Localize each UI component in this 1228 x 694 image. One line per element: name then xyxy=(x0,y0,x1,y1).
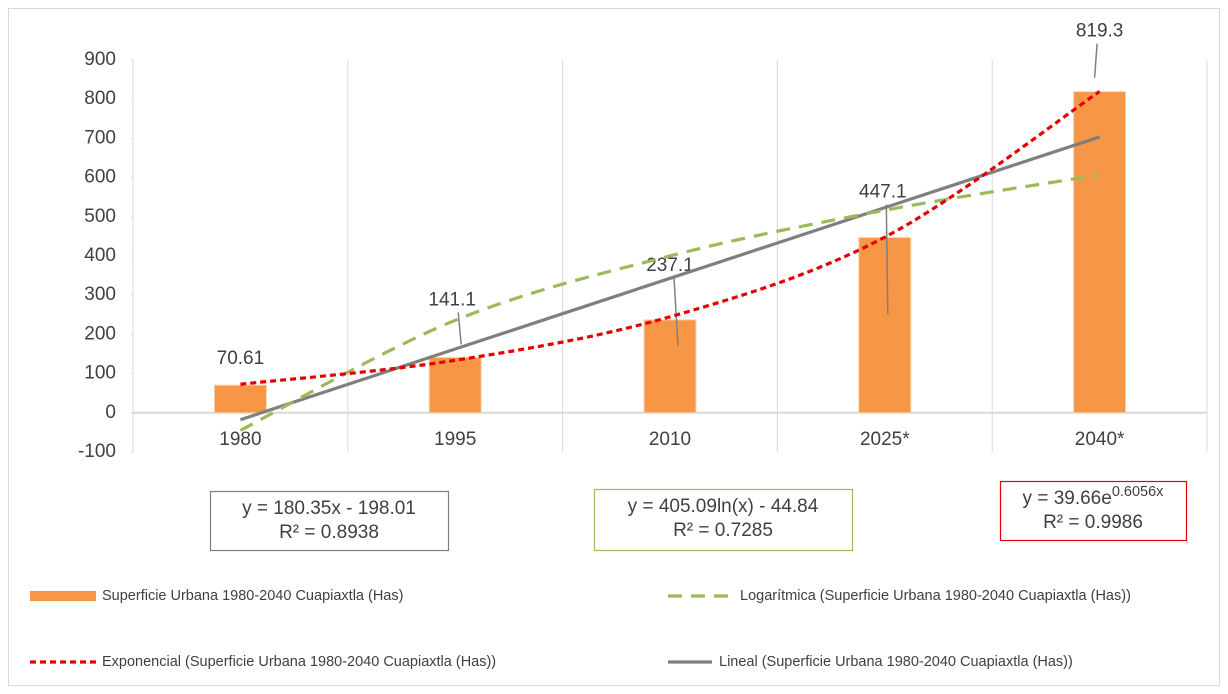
x-tick-label: 1995 xyxy=(434,429,476,450)
leader-line xyxy=(673,277,679,346)
legend-label: Logarítmica (Superficie Urbana 1980-2040… xyxy=(740,588,1131,604)
equation-text: y = 180.35x - 198.01 xyxy=(242,498,416,519)
legend-label: Exponencial (Superficie Urbana 1980-2040… xyxy=(102,654,496,670)
bar xyxy=(1073,91,1127,414)
equation-exponent: 0.6056x xyxy=(1112,484,1164,500)
y-tick-label: 300 xyxy=(84,284,116,305)
bar xyxy=(213,384,267,414)
x-tick-label: 2040* xyxy=(1075,429,1125,450)
trendline-equation: y = 180.35x - 198.01 xyxy=(242,498,416,519)
legend-swatch xyxy=(30,591,96,601)
equation-text: y = 405.09ln(x) - 44.84 xyxy=(628,496,819,517)
y-tick-label: 500 xyxy=(84,206,116,227)
data-label: 447.1 xyxy=(859,182,907,203)
data-label: 141.1 xyxy=(428,290,476,311)
y-tick-label: 100 xyxy=(84,363,116,384)
trendline xyxy=(240,90,1101,386)
equation-box xyxy=(999,480,1188,542)
bar xyxy=(858,237,912,414)
r-squared: R² = 0.7285 xyxy=(673,520,773,541)
bar xyxy=(643,319,697,414)
trendline xyxy=(239,135,1101,422)
y-tick-label: 200 xyxy=(84,323,116,344)
y-tick-label: -100 xyxy=(78,441,116,462)
leader-line xyxy=(457,312,462,345)
leader-line xyxy=(1093,43,1098,78)
chart-frame xyxy=(8,8,1220,686)
equation-text: y = 39.66e xyxy=(1023,488,1112,509)
r-squared: R² = 0.8938 xyxy=(279,522,379,543)
data-label: 70.61 xyxy=(217,348,265,369)
trendline-equation: y = 405.09ln(x) - 44.84 xyxy=(628,496,819,517)
leader-line xyxy=(885,204,889,315)
trendline xyxy=(239,173,1100,432)
y-tick-label: 600 xyxy=(84,167,116,188)
legend-label: Superficie Urbana 1980-2040 Cuapiaxtla (… xyxy=(102,588,403,604)
x-tick-label: 1980 xyxy=(219,429,261,450)
y-tick-label: 900 xyxy=(84,49,116,70)
bar xyxy=(428,356,482,414)
data-label: 237.1 xyxy=(646,255,694,276)
legend-label: Lineal (Superficie Urbana 1980-2040 Cuap… xyxy=(719,654,1073,670)
equation-box xyxy=(209,490,450,552)
r-squared: R² = 0.9986 xyxy=(1043,512,1143,533)
data-label: 819.3 xyxy=(1076,21,1124,42)
y-tick-label: 700 xyxy=(84,127,116,148)
x-tick-label: 2025* xyxy=(860,429,910,450)
y-tick-label: 800 xyxy=(84,88,116,109)
y-tick-label: 400 xyxy=(84,245,116,266)
x-tick-label: 2010 xyxy=(649,429,691,450)
y-tick-label: 0 xyxy=(105,402,116,423)
equation-box xyxy=(593,488,854,552)
trendline-equation: y = 39.66e0.6056x xyxy=(1023,484,1165,509)
